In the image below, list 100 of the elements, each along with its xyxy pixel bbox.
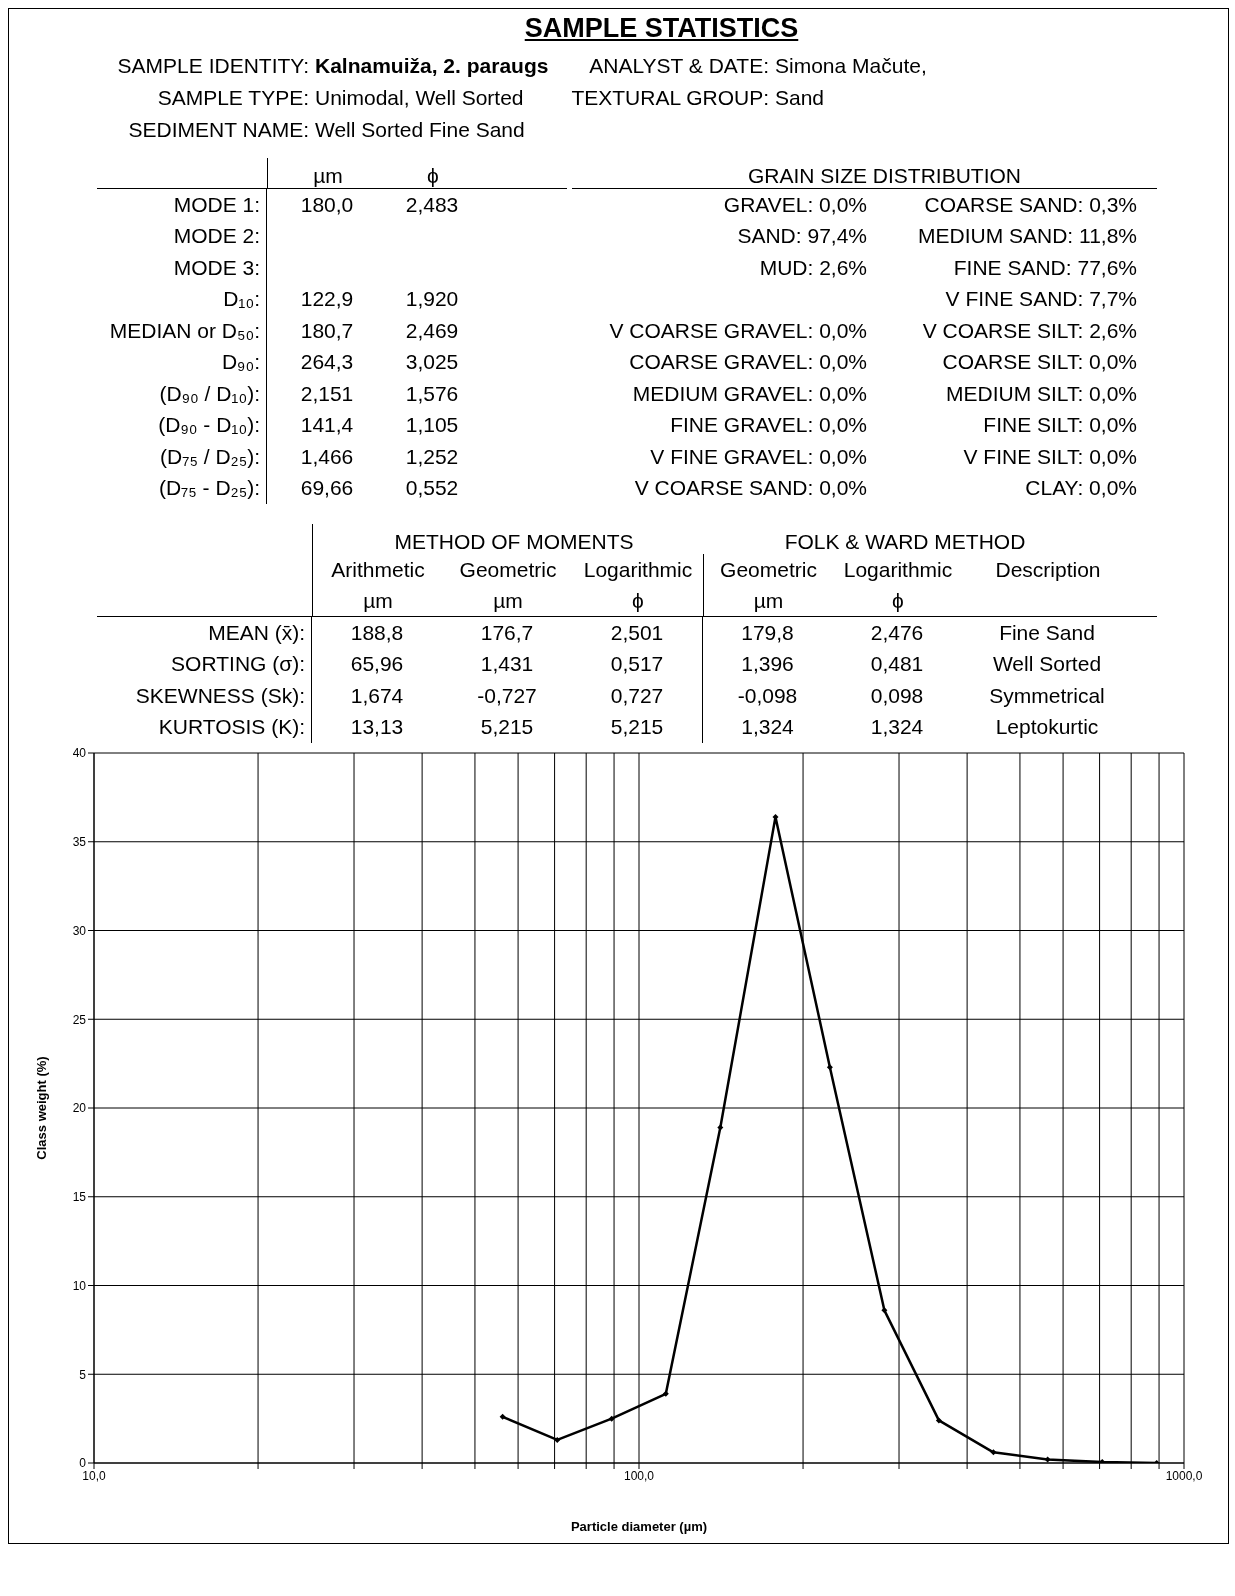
- text: MEDIUM GRAVEL: 0,0%: [631, 380, 867, 407]
- text: 5,215: [479, 714, 535, 741]
- text: -0,727: [476, 682, 538, 709]
- text: 264,3: [299, 350, 355, 375]
- text: SAMPLE STATISTICS: [523, 12, 800, 44]
- text: 2,476: [869, 619, 925, 646]
- y-tick-label: 15: [72, 1190, 87, 1205]
- text: Description: [994, 556, 1102, 583]
- text: Well Sorted: [991, 651, 1103, 678]
- y-tick-label: 5: [79, 1367, 87, 1382]
- text: 2,501: [609, 619, 665, 646]
- text: Leptokurtic: [994, 714, 1100, 741]
- text: FINE GRAVEL: 0,0%: [669, 412, 867, 439]
- text: ϕ: [426, 164, 440, 188]
- text: 141,4: [299, 413, 355, 438]
- point: [1044, 1456, 1051, 1463]
- text: SKEWNESS (Sk):: [97, 680, 312, 712]
- text: µm: [703, 585, 833, 616]
- text: CLAY: 0,0%: [1024, 475, 1137, 502]
- text: 179,8: [702, 617, 832, 649]
- text: COARSE SILT: 0,0%: [941, 349, 1137, 376]
- text: 0,727: [609, 682, 665, 709]
- y-axis-title: Class weight (%): [33, 1056, 49, 1160]
- text: 1,252: [404, 444, 460, 469]
- text: 1,105: [404, 413, 460, 438]
- text: COARSE SAND: 0,3%: [923, 191, 1137, 218]
- text: 1,324: [702, 711, 832, 743]
- text: V FINE SILT: 0,0%: [962, 443, 1137, 470]
- text: 1,920: [404, 287, 460, 312]
- text: 1,466: [299, 444, 355, 469]
- text: 0,481: [869, 651, 925, 678]
- y-tick-label: 35: [72, 835, 87, 850]
- text: 2,151: [299, 381, 355, 406]
- text: MUD: 2,6%: [758, 254, 867, 281]
- point: [990, 1449, 997, 1456]
- text: Symmetrical: [988, 682, 1106, 709]
- text: 180,7: [299, 318, 355, 343]
- text: 0,552: [404, 476, 460, 501]
- text: 0,098: [869, 682, 925, 709]
- text: 1,324: [869, 714, 925, 741]
- text: Geometric: [703, 554, 833, 585]
- text: ϕ: [631, 587, 645, 614]
- x-tick-label: 10,0: [82, 1468, 106, 1483]
- text: SAMPLE TYPE: Unimodal, Well Sorted: [156, 86, 524, 110]
- point: [499, 1413, 506, 1420]
- text: MODE 3:: [97, 252, 267, 284]
- text: 2,469: [404, 318, 460, 343]
- text: µm: [362, 587, 394, 614]
- text: Fine Sand: [998, 619, 1096, 646]
- text: 1,674: [349, 682, 405, 709]
- text: Arithmetic: [330, 556, 426, 583]
- text: ϕ: [891, 587, 905, 614]
- text: MEDIAN or D₅₀:: [97, 315, 267, 347]
- text: 2,483: [404, 192, 460, 217]
- text: -0,098: [702, 680, 832, 712]
- x-tick-label: 100,0: [623, 1468, 655, 1483]
- text: 176,7: [479, 619, 535, 646]
- text: METHOD OF MOMENTS: [393, 530, 635, 554]
- y-tick-label: 30: [72, 923, 87, 938]
- text: FOLK & WARD METHOD: [783, 530, 1027, 554]
- text: 5,215: [609, 714, 665, 741]
- text: (D₇₅ / D₂₅):: [97, 441, 267, 473]
- text: Logarithmic: [582, 556, 694, 583]
- y-tick-label: 10: [72, 1278, 87, 1293]
- text: 1,396: [702, 648, 832, 680]
- y-tick-label: 0: [79, 1456, 87, 1471]
- text: Geometric: [458, 556, 558, 583]
- text: (D₉₀ / D₁₀):: [97, 378, 267, 410]
- x-axis-title: Particle diameter (µm): [570, 1519, 708, 1534]
- text: TEXTURAL GROUP: Sand: [570, 86, 825, 110]
- text: MODE 1:: [97, 189, 267, 221]
- text: 69,66: [299, 476, 355, 501]
- text: 122,9: [299, 287, 355, 312]
- text: 3,025: [404, 350, 460, 375]
- text: V FINE GRAVEL: 0,0%: [649, 443, 867, 470]
- point: [662, 1390, 669, 1397]
- text: MEDIUM SAND: 11,8%: [917, 223, 1137, 250]
- text: 0,517: [609, 651, 665, 678]
- text: D₁₀:: [97, 283, 267, 315]
- text: 13,13: [349, 714, 405, 741]
- y-tick-label: 20: [72, 1101, 87, 1116]
- x-tick-label: 1000,0: [1165, 1468, 1203, 1483]
- text: V COARSE SILT: 2,6%: [921, 317, 1137, 344]
- text: MEDIUM SILT: 0,0%: [945, 380, 1137, 407]
- text: V FINE SAND: 7,7%: [944, 286, 1137, 313]
- text: Logarithmic: [842, 556, 954, 583]
- text: V COARSE SAND: 0,0%: [633, 475, 867, 502]
- text: SORTING (σ):: [97, 648, 312, 680]
- text: FINE SILT: 0,0%: [982, 412, 1137, 439]
- point: [772, 813, 779, 820]
- point: [608, 1415, 615, 1422]
- text: SAMPLE IDENTITY: Kalnamuiža, 2. paraugs: [116, 54, 549, 78]
- text: µm: [312, 164, 344, 188]
- text: FINE SAND: 77,6%: [952, 254, 1137, 281]
- text: 1,576: [404, 381, 460, 406]
- text: SEDIMENT NAME: Well Sorted Fine Sand: [127, 118, 525, 142]
- text: GRAVEL: 0,0%: [722, 191, 867, 218]
- text: 180,0: [299, 192, 355, 217]
- text: 1,431: [479, 651, 535, 678]
- point: [554, 1436, 561, 1443]
